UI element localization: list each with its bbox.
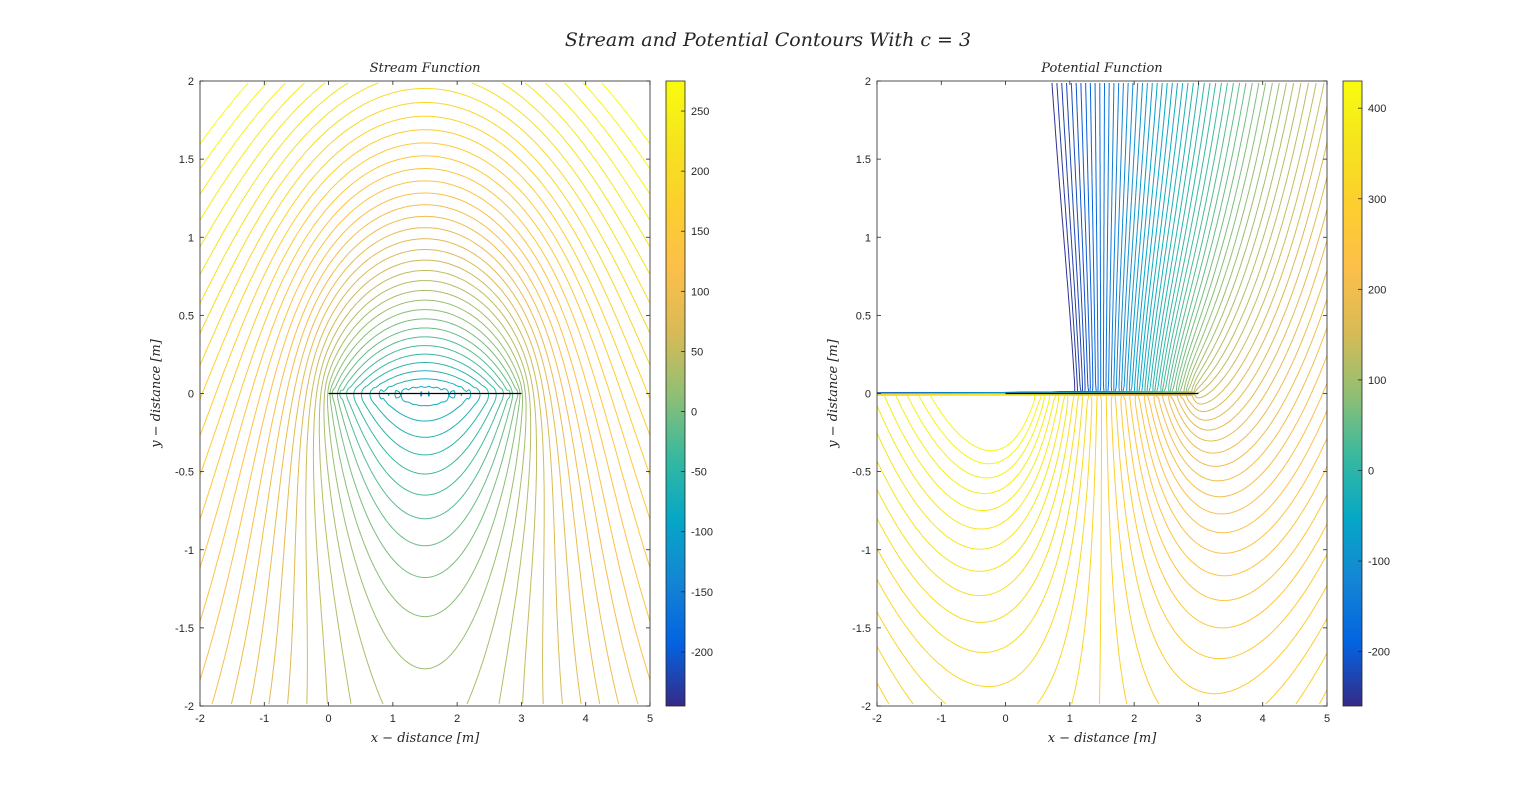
axes-title: Stream Function bbox=[370, 61, 481, 76]
y-tick-label: 0 bbox=[188, 389, 194, 401]
x-tick-label: 3 bbox=[1195, 713, 1201, 725]
contour-level bbox=[387, 385, 463, 407]
colorbar-tick-label: 150 bbox=[691, 226, 709, 238]
colorbar-tick-label: 0 bbox=[1368, 465, 1374, 477]
colorbar-tick-label: 100 bbox=[1368, 375, 1386, 387]
colorbar-tick-label: -200 bbox=[1368, 647, 1390, 659]
colorbar-tick-label: 200 bbox=[1368, 284, 1386, 296]
contour-level bbox=[331, 318, 519, 578]
contour-level bbox=[287, 249, 563, 705]
y-tick-label: -1.5 bbox=[175, 623, 194, 635]
x-tick-label: 2 bbox=[454, 713, 460, 725]
x-tick-label: -1 bbox=[936, 713, 946, 725]
contour-level bbox=[323, 290, 527, 705]
contour-level bbox=[200, 180, 650, 622]
contour-level bbox=[200, 82, 650, 169]
contour-level bbox=[346, 345, 504, 496]
colorbar-tick-label: 100 bbox=[691, 286, 709, 298]
y-tick-label: 0 bbox=[865, 389, 871, 401]
contour-level bbox=[211, 204, 639, 705]
contour-level bbox=[200, 155, 650, 520]
contour-level bbox=[329, 309, 521, 618]
colorbar-tick-label: -150 bbox=[691, 587, 713, 599]
contour-level bbox=[369, 370, 481, 438]
y-tick-label: 2 bbox=[188, 76, 194, 88]
contour-level bbox=[327, 299, 523, 670]
x-tick-label: 2 bbox=[1131, 713, 1137, 725]
colorbar-tick-label: 50 bbox=[691, 346, 703, 358]
x-tick-label: 1 bbox=[390, 713, 396, 725]
y-tick-label: -1 bbox=[184, 545, 194, 557]
stream-function-panel: -2 -1 0 1 2 3 4 5 2 1.5 1 0.5 0 -0.5 -1 -1.5 -2 Stream Fu… bbox=[149, 61, 713, 746]
x-axis-label: x − distance [m] bbox=[1048, 731, 1157, 746]
contour-level bbox=[230, 215, 620, 705]
x-tick-label: -1 bbox=[259, 713, 269, 725]
contour-level bbox=[200, 115, 650, 400]
x-tick-label: 3 bbox=[518, 713, 524, 725]
contour-level bbox=[312, 270, 538, 705]
y-tick-label: -0.5 bbox=[852, 467, 871, 479]
y-tick-label: 0.5 bbox=[179, 310, 194, 322]
contour-lines bbox=[200, 82, 650, 705]
contour-level bbox=[200, 82, 650, 248]
contour-level bbox=[318, 280, 532, 705]
y-axis-label: y − distance [m] bbox=[149, 338, 164, 449]
y-tick-label: -2 bbox=[861, 701, 871, 713]
x-tick-label: 5 bbox=[647, 713, 653, 725]
colorbar-tick-label: 200 bbox=[691, 166, 709, 178]
y-tick-label: -0.5 bbox=[175, 467, 194, 479]
colorbar-tick-label: 400 bbox=[1368, 103, 1386, 115]
colorbar-tick-label: -100 bbox=[1368, 556, 1390, 568]
colorbar bbox=[665, 80, 686, 707]
colorbar bbox=[1342, 80, 1363, 707]
y-tick-label: 0.5 bbox=[856, 310, 871, 322]
y-tick-label: -1.5 bbox=[852, 623, 871, 635]
colorbar-tick-label: 0 bbox=[691, 407, 697, 419]
contour-level bbox=[336, 327, 514, 547]
figure-title: Stream and Potential Contours With c = 3 bbox=[565, 29, 971, 51]
y-tick-label: 1.5 bbox=[179, 154, 194, 166]
axes-title: Potential Function bbox=[1040, 61, 1162, 76]
y-tick-label: 1 bbox=[188, 232, 194, 244]
x-tick-label: 0 bbox=[1003, 713, 1009, 725]
contour-level bbox=[305, 259, 545, 705]
contour-level bbox=[339, 336, 511, 520]
contour-level bbox=[200, 82, 650, 145]
contour-level bbox=[929, 394, 1036, 452]
contour-level bbox=[200, 192, 650, 681]
contour-level bbox=[268, 238, 582, 705]
x-tick-label: 5 bbox=[1324, 713, 1330, 725]
y-tick-label: 2 bbox=[865, 76, 871, 88]
x-tick-label: 0 bbox=[326, 713, 332, 725]
y-axis-label: y − distance [m] bbox=[826, 338, 841, 449]
y-tick-label: -2 bbox=[184, 701, 194, 713]
y-tick-label: 1 bbox=[865, 232, 871, 244]
x-tick-label: -2 bbox=[195, 713, 205, 725]
contour-level bbox=[200, 82, 650, 195]
x-tick-label: 1 bbox=[1067, 713, 1073, 725]
x-axis-label: x − distance [m] bbox=[371, 731, 480, 746]
x-tick-label: 4 bbox=[583, 713, 589, 725]
colorbar-tick-label: 250 bbox=[691, 106, 709, 118]
colorbar-tick-label: -100 bbox=[691, 527, 713, 539]
colorbar-tick-label: -50 bbox=[691, 467, 707, 479]
y-tick-label: 1.5 bbox=[856, 154, 871, 166]
x-tick-label: 4 bbox=[1260, 713, 1266, 725]
contour-level bbox=[353, 353, 497, 475]
colorbar-tick-label: -200 bbox=[691, 647, 713, 659]
colorbar-tick-label: 300 bbox=[1368, 194, 1386, 206]
potential-function-panel: -2 -1 0 1 2 3 4 5 2 1.5 1 0.5 0 -0.5 -1 -1.5 -2 Potential… bbox=[826, 61, 1390, 746]
contour-level bbox=[249, 227, 601, 705]
y-tick-label: -1 bbox=[861, 545, 871, 557]
x-tick-label: -2 bbox=[872, 713, 882, 725]
